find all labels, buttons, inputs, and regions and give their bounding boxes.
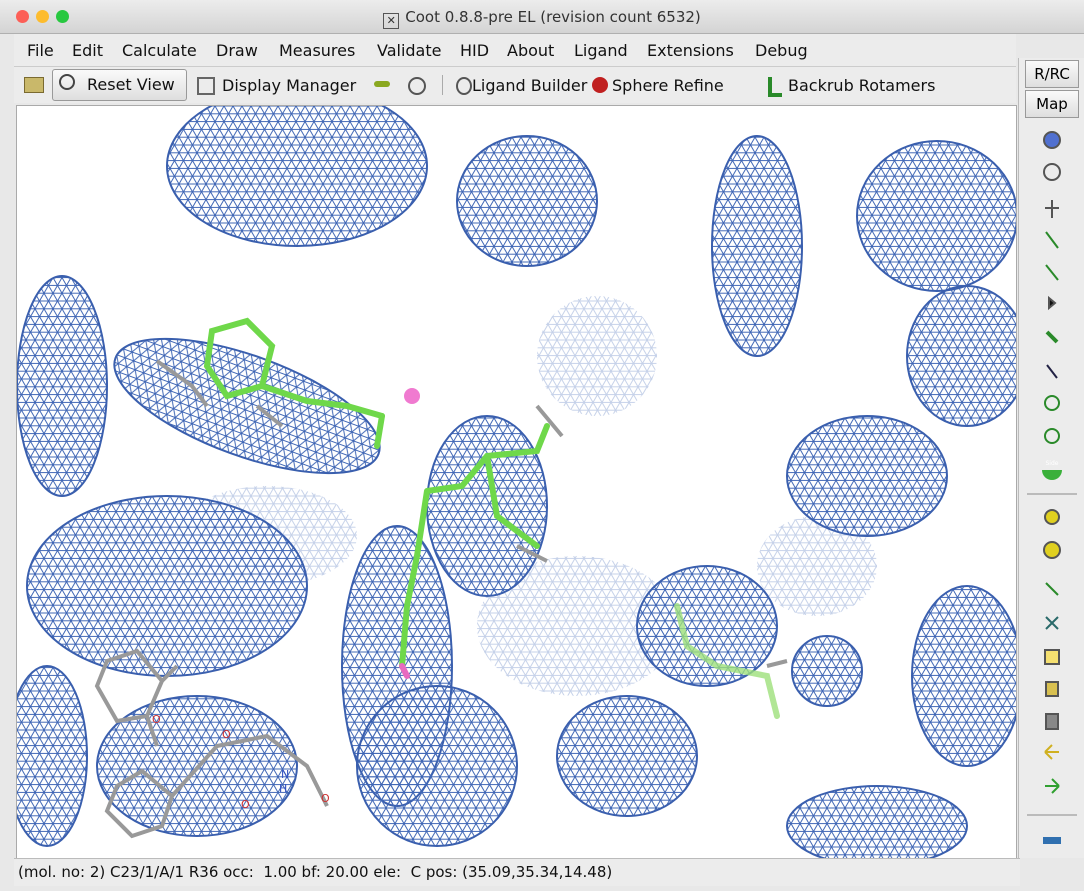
icon[interactable] <box>1049 298 1055 308</box>
zoom-icon <box>59 74 75 90</box>
atom-label: O <box>222 728 231 741</box>
window-title-text: Coot 0.8.8-pre EL (revision count 6532) <box>405 8 701 26</box>
icon[interactable] <box>1045 396 1059 410</box>
button-label[interactable]: Backrub Rotamers <box>788 76 935 95</box>
menu-item[interactable]: Ligand <box>574 41 628 60</box>
icon[interactable] <box>1047 332 1057 342</box>
menu-item[interactable]: Calculate <box>122 41 197 60</box>
separator <box>442 75 443 95</box>
button-label[interactable]: Ligand Builder <box>472 76 587 95</box>
icon[interactable] <box>1046 265 1058 280</box>
tool-icon[interactable] <box>408 77 426 95</box>
icon-label: Side <box>1046 460 1059 467</box>
graphics-viewport[interactable]: O O N H O O <box>16 105 1017 860</box>
menu-item[interactable]: HID <box>460 41 489 60</box>
icon[interactable] <box>1044 164 1060 180</box>
icon[interactable] <box>1045 510 1059 524</box>
menu-item[interactable]: Draw <box>216 41 258 60</box>
map-button[interactable]: Map <box>1025 90 1079 118</box>
open-icon[interactable] <box>24 77 44 93</box>
icon[interactable] <box>1045 200 1059 218</box>
atom <box>404 388 420 404</box>
icon[interactable] <box>1044 132 1060 148</box>
button-label: Reset View <box>87 75 175 94</box>
display-manager-icon[interactable] <box>197 77 215 95</box>
icon[interactable] <box>1044 542 1060 558</box>
coot-window: {"window": {"title": "Coot 0.8.8-pre EL … <box>0 0 1084 891</box>
icon[interactable] <box>1045 779 1059 793</box>
menu-item[interactable]: Measures <box>279 41 355 60</box>
icon[interactable] <box>1046 232 1058 248</box>
icon[interactable] <box>1046 617 1058 629</box>
icon[interactable] <box>1042 470 1062 480</box>
menu-item[interactable]: File <box>27 41 54 60</box>
icon[interactable] <box>1045 745 1059 759</box>
window-title: ✕Coot 0.8.8-pre EL (revision count 6532) <box>0 8 1084 29</box>
icon[interactable] <box>1045 429 1059 443</box>
menu-item[interactable]: About <box>507 41 554 60</box>
icon[interactable] <box>1045 650 1059 664</box>
atom-label: H <box>279 782 287 795</box>
menu-item[interactable]: Debug <box>755 41 808 60</box>
icon[interactable] <box>1046 682 1058 696</box>
sphere-icon <box>592 77 608 93</box>
rrc-button[interactable]: R/RC <box>1025 60 1079 88</box>
atom-label: O <box>152 713 161 726</box>
reset-view-button[interactable]: Reset View <box>52 69 187 101</box>
atom-label: O <box>321 792 330 805</box>
atom-label: N <box>281 768 289 781</box>
icon[interactable] <box>1043 837 1061 844</box>
icon[interactable] <box>1047 365 1057 378</box>
backrub-icon <box>768 77 782 97</box>
ligand-icon <box>456 77 472 95</box>
icon[interactable] <box>1046 583 1058 595</box>
menu-bar: File Edit Calculate Draw Measures Valida… <box>14 34 1016 67</box>
atom-label: O <box>241 798 250 811</box>
button-label[interactable]: Display Manager <box>222 76 356 95</box>
density-map: O O N H O O <box>17 106 1016 859</box>
status-bar: (mol. no: 2) C23/1/A/1 R36 occ: 1.00 bf:… <box>14 858 1020 886</box>
title-bar: ✕Coot 0.8.8-pre EL (revision count 6532) <box>0 0 1084 34</box>
menu-item[interactable]: Edit <box>72 41 103 60</box>
icon[interactable] <box>1046 714 1058 729</box>
button-label[interactable]: Sphere Refine <box>612 76 724 95</box>
tool-icon[interactable] <box>374 81 390 87</box>
side-toolbar: R/RC Map Side <box>1018 58 1084 858</box>
menu-item[interactable]: Validate <box>377 41 441 60</box>
toolbar: Reset View Display Manager Ligand Builde… <box>14 67 1016 103</box>
side-icons: Side <box>1019 120 1084 858</box>
menu-item[interactable]: Extensions <box>647 41 734 60</box>
